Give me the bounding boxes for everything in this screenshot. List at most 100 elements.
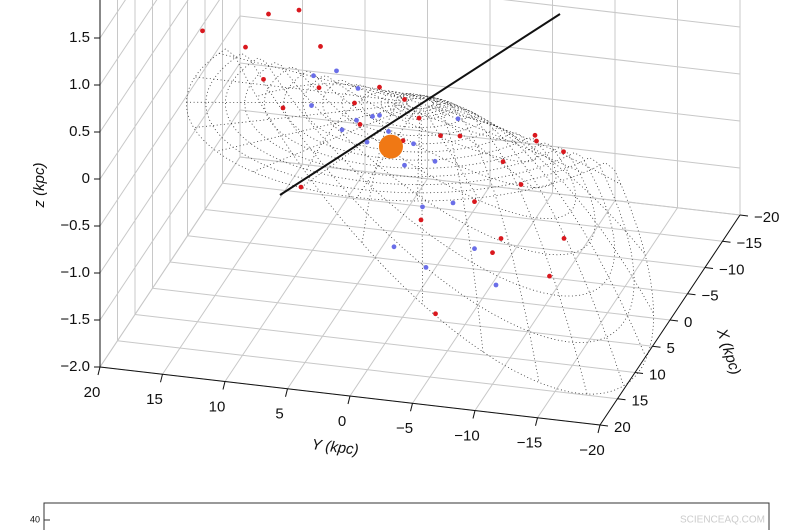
x-tick	[687, 293, 696, 296]
x-tick	[722, 240, 731, 243]
grid-line	[99, 109, 241, 321]
x-tick-label: −10	[719, 261, 744, 278]
data-point	[402, 162, 407, 168]
data-point	[432, 158, 438, 164]
y-tick	[535, 417, 538, 426]
grid-line	[99, 0, 158, 86]
grid-line	[239, 109, 741, 169]
grid-line	[99, 0, 189, 133]
grid-line	[224, 171, 366, 382]
axes: −2.0−1.5−1.0−0.500.51.01.520 15 10 5 0 −5 −10−…	[60, 0, 779, 459]
data-point	[423, 265, 429, 270]
y-tick	[410, 403, 413, 412]
x-tick	[634, 372, 644, 374]
data-point	[493, 282, 499, 288]
disk-spoke	[305, 90, 414, 173]
grid-line	[99, 62, 241, 274]
grid-line	[99, 0, 126, 39]
data-point	[339, 127, 345, 133]
data-point	[438, 133, 443, 139]
disk-spoke	[193, 104, 408, 128]
disk-spoke	[432, 103, 654, 314]
data-point	[420, 204, 425, 210]
grid-line	[502, 0, 741, 28]
x-tick-label: 10	[649, 366, 666, 383]
grid-line	[162, 163, 303, 375]
y-tick	[222, 381, 226, 390]
disk-spoke	[429, 99, 588, 395]
disk-spoke	[419, 94, 423, 305]
data-point	[378, 134, 403, 159]
data-point	[561, 149, 566, 155]
y-tick-label: 10	[209, 398, 226, 415]
data-point	[364, 139, 370, 145]
data-point	[354, 117, 359, 123]
z-tick-label: −1.5	[60, 311, 90, 328]
disk-spoke	[422, 108, 479, 199]
data-point	[391, 244, 397, 250]
disk-spoke	[361, 93, 418, 244]
data-point	[418, 217, 424, 223]
x-tick-label: −5	[702, 288, 719, 305]
grid-line	[474, 200, 616, 411]
data-point	[370, 114, 375, 119]
x-axis-title: X (kpc)	[713, 326, 744, 377]
x-tick	[617, 398, 626, 401]
disk-ring	[244, 62, 596, 256]
y-tick-label: 0	[338, 413, 346, 430]
data-point	[547, 273, 552, 279]
data-point	[261, 76, 266, 82]
disk-spoke	[432, 102, 647, 359]
grid-line	[99, 0, 220, 180]
disk-spoke	[432, 104, 646, 255]
disk-spoke	[426, 97, 540, 383]
z-tick-label: 0.5	[69, 123, 90, 140]
data-point	[532, 132, 538, 138]
x-tick	[704, 267, 714, 269]
data-point	[433, 311, 438, 317]
grid-line	[239, 62, 741, 122]
points	[200, 7, 567, 317]
x-tick-label: −20	[754, 209, 779, 226]
disk-spoke	[431, 105, 622, 185]
y-tick-label: 5	[275, 406, 283, 423]
x-tick-label: 15	[632, 393, 649, 410]
x-tick	[599, 424, 609, 427]
y-tick-label: 20	[84, 384, 101, 401]
data-point	[416, 115, 422, 121]
data-point	[200, 28, 205, 34]
data-point	[498, 236, 504, 241]
z-tick-label: −2.0	[60, 358, 90, 375]
grid-line	[99, 15, 241, 227]
y-tick	[472, 410, 476, 419]
x-tick	[739, 214, 749, 217]
data-point	[534, 138, 539, 144]
data-point	[352, 100, 357, 106]
z-tick-label: −1.0	[60, 264, 90, 281]
z-tick-label: 1.0	[69, 76, 90, 93]
data-point	[334, 68, 339, 74]
x-tick-label: −15	[737, 235, 762, 252]
x-tick	[652, 345, 661, 348]
disk-ring	[263, 66, 577, 220]
y-tick	[160, 374, 163, 383]
disk-spoke	[300, 107, 414, 188]
data-point	[402, 97, 407, 102]
data-point	[355, 86, 361, 91]
z-tick-label: 1.5	[69, 29, 90, 46]
y-tick	[97, 366, 101, 376]
data-point	[500, 159, 506, 165]
x-tick-label: 20	[614, 419, 631, 436]
data-point	[280, 105, 286, 111]
x-tick	[669, 319, 679, 322]
grid	[99, 0, 741, 426]
data-point	[455, 116, 461, 122]
grid-line	[99, 156, 241, 368]
y-tick-label: 40	[30, 514, 40, 524]
data-point	[450, 200, 456, 206]
watermark: SCIENCEAQ.COM	[680, 515, 765, 526]
y-tick-label: −15	[517, 435, 542, 452]
grid-line	[349, 185, 491, 397]
data-point	[357, 122, 363, 127]
